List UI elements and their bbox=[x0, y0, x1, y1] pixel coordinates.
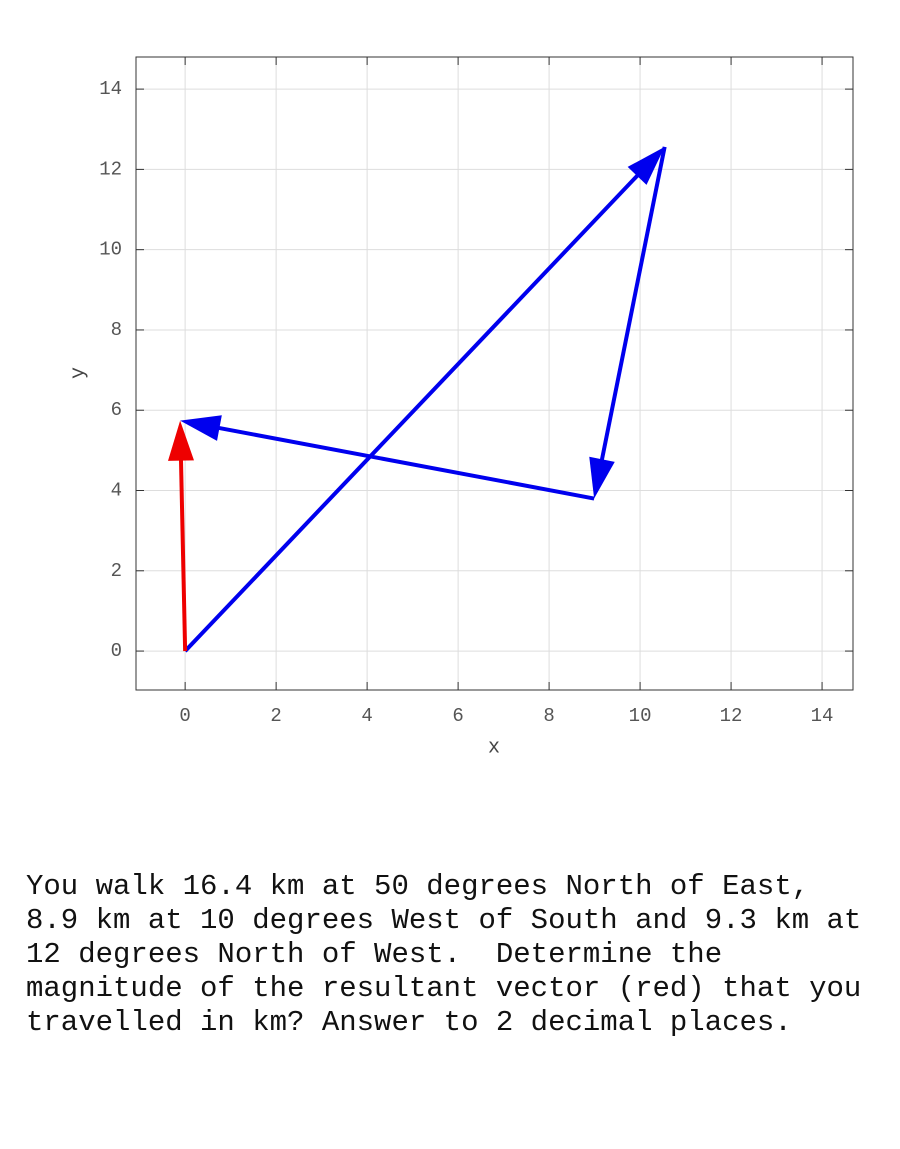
question-line: magnitude of the resultant vector (red) … bbox=[26, 972, 862, 1005]
x-tick-label: 0 bbox=[179, 705, 190, 727]
vector-shaft bbox=[599, 146, 667, 464]
vector-head bbox=[168, 420, 194, 461]
x-tick-label: 8 bbox=[543, 705, 554, 727]
y-tick-label: 12 bbox=[99, 158, 122, 180]
x-axis-label: x bbox=[488, 736, 500, 759]
vector-shaft bbox=[183, 171, 642, 653]
question-line: 8.9 km at 10 degrees West of South and 9… bbox=[26, 904, 862, 937]
y-tick-label: 10 bbox=[99, 239, 122, 261]
vector-shaft bbox=[215, 425, 595, 501]
x-tick-label: 4 bbox=[361, 705, 372, 727]
x-tick-label: 2 bbox=[270, 705, 281, 727]
y-tick-label: 4 bbox=[111, 480, 122, 502]
plot-frame bbox=[135, 56, 854, 691]
chart: x y 0 2 4 6 8 10 12 14 0 2 4 6 8 10 12 14 bbox=[67, 56, 854, 759]
vector-head bbox=[627, 146, 665, 185]
y-tick-label: 6 bbox=[111, 399, 122, 421]
y-tick-label: 8 bbox=[111, 319, 122, 341]
vector-head bbox=[180, 415, 222, 441]
question-line: You walk 16.4 km at 50 degrees North of … bbox=[26, 870, 810, 903]
x-tick-label: 10 bbox=[629, 705, 652, 727]
vector-head bbox=[589, 456, 615, 499]
question: You walk 16.4 km at 50 degrees North of … bbox=[26, 870, 861, 1040]
question-line: 12 degrees North of West. Determine the bbox=[26, 938, 723, 971]
vector-shaft bbox=[178, 456, 188, 652]
y-tick-label: 2 bbox=[111, 560, 122, 582]
x-tick-label: 6 bbox=[452, 705, 463, 727]
y-axis-label: y bbox=[67, 367, 90, 379]
x-tick-label: 12 bbox=[720, 705, 743, 727]
y-tick-label: 0 bbox=[111, 640, 122, 662]
y-tick-label: 14 bbox=[99, 78, 122, 100]
x-tick-label: 14 bbox=[811, 705, 834, 727]
question-line: travelled in km? Answer to 2 decimal pla… bbox=[26, 1006, 792, 1039]
